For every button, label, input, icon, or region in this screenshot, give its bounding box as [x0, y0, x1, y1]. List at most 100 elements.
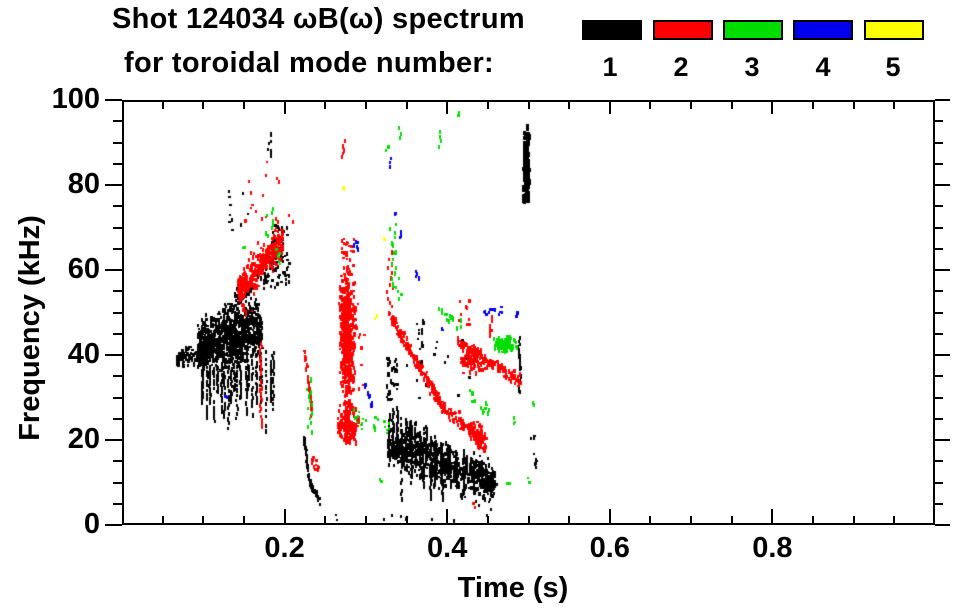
y-tick-label: 40: [67, 338, 100, 370]
x-tick: [568, 516, 570, 523]
x-tick: [284, 102, 286, 114]
y-tick: [105, 354, 122, 356]
x-tick: [284, 509, 286, 523]
x-tick: [162, 516, 164, 523]
y-tick: [113, 503, 122, 505]
x-tick: [243, 516, 245, 523]
legend-swatch-mode-2: [653, 20, 713, 40]
x-tick: [324, 102, 326, 109]
y-tick: [113, 375, 122, 377]
y-tick: [935, 290, 943, 292]
y-tick-label: 20: [67, 423, 100, 455]
x-tick: [893, 516, 895, 523]
x-tick-label: 0.8: [752, 532, 793, 564]
legend-swatch-mode-5: [864, 20, 924, 40]
x-tick: [202, 102, 204, 109]
x-tick: [731, 516, 733, 523]
x-tick: [690, 102, 692, 109]
figure-title-line1: Shot 124034 ωB(ω) spectrum: [112, 3, 525, 35]
y-tick: [113, 460, 122, 462]
x-tick-label: 0.4: [427, 532, 468, 564]
y-tick: [105, 439, 122, 441]
legend-label-mode-4: 4: [815, 52, 831, 82]
y-tick: [935, 503, 943, 505]
x-tick: [446, 102, 448, 114]
y-tick: [935, 248, 943, 250]
x-tick: [365, 516, 367, 523]
y-tick-label: 80: [67, 168, 100, 200]
x-tick: [243, 102, 245, 109]
legend-label-mode-1: 1: [602, 52, 618, 82]
x-tick: [568, 102, 570, 109]
y-tick: [113, 248, 122, 250]
x-tick: [202, 516, 204, 523]
x-tick: [771, 102, 773, 114]
x-tick: [365, 102, 367, 109]
x-tick: [487, 102, 489, 109]
x-tick: [812, 102, 814, 109]
y-tick: [935, 354, 950, 356]
y-tick: [935, 375, 943, 377]
legend-label-mode-3: 3: [744, 52, 760, 82]
y-tick: [113, 333, 122, 335]
y-tick: [113, 482, 122, 484]
y-tick: [113, 205, 122, 207]
x-tick: [609, 102, 611, 114]
legend-label-mode-2: 2: [673, 52, 689, 82]
y-tick: [935, 482, 943, 484]
y-tick: [935, 163, 943, 165]
x-tick: [853, 516, 855, 523]
y-tick: [935, 269, 950, 271]
y-tick: [935, 524, 950, 526]
legend-swatch-mode-4: [793, 20, 853, 40]
x-tick: [649, 102, 651, 109]
y-tick: [935, 333, 943, 335]
x-tick: [406, 102, 408, 109]
y-tick: [935, 418, 943, 420]
x-axis-title: Time (s): [457, 572, 569, 604]
x-tick: [528, 516, 530, 523]
y-tick-label: 0: [83, 508, 100, 540]
y-tick: [935, 99, 950, 101]
x-tick: [812, 516, 814, 523]
y-tick: [105, 524, 122, 526]
y-tick: [113, 418, 122, 420]
spectrum-canvas: [122, 100, 935, 525]
x-tick: [609, 509, 611, 523]
x-tick: [446, 509, 448, 523]
figure-title-line2: for toroidal mode number:: [124, 47, 494, 79]
y-tick: [935, 205, 943, 207]
x-tick-label: 0.2: [264, 532, 305, 564]
x-tick: [406, 516, 408, 523]
y-tick-label: 60: [67, 253, 100, 285]
y-tick-label: 100: [51, 83, 100, 115]
x-tick: [528, 102, 530, 109]
y-tick: [935, 439, 950, 441]
legend-label-mode-5: 5: [885, 52, 901, 82]
y-tick: [935, 460, 943, 462]
y-tick: [935, 227, 943, 229]
y-tick: [105, 269, 122, 271]
legend-swatch-mode-3: [723, 20, 783, 40]
x-tick: [771, 509, 773, 523]
y-tick: [113, 163, 122, 165]
x-tick-label: 0.6: [589, 532, 630, 564]
y-tick: [113, 142, 122, 144]
y-tick: [113, 120, 122, 122]
x-tick: [487, 516, 489, 523]
y-tick: [113, 290, 122, 292]
y-tick: [113, 397, 122, 399]
y-axis-title: Frequency (kHz): [14, 215, 46, 441]
y-tick: [935, 312, 943, 314]
y-tick: [935, 142, 943, 144]
x-tick: [324, 516, 326, 523]
x-tick: [649, 516, 651, 523]
y-tick: [935, 397, 943, 399]
plot-area: [105, 99, 950, 526]
y-tick: [113, 227, 122, 229]
y-tick: [113, 312, 122, 314]
y-tick: [105, 99, 122, 101]
y-tick: [105, 184, 122, 186]
legend-swatch-mode-1: [582, 20, 642, 40]
